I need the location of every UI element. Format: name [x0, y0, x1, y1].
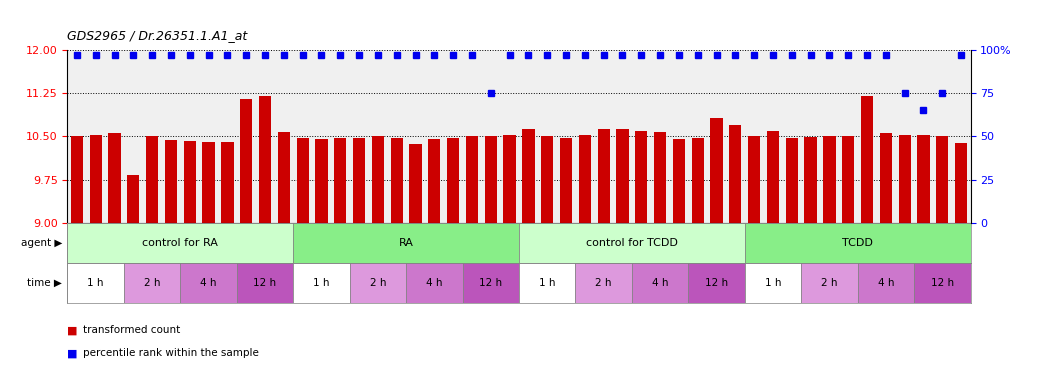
- Text: 4 h: 4 h: [426, 278, 442, 288]
- Bar: [519, 223, 745, 263]
- Bar: [237, 263, 294, 303]
- Bar: [575, 263, 632, 303]
- Bar: [258, 96, 271, 223]
- Bar: [635, 131, 648, 223]
- Text: TCDD: TCDD: [842, 238, 873, 248]
- Bar: [880, 133, 892, 223]
- Bar: [466, 136, 479, 223]
- Bar: [710, 118, 722, 223]
- Text: 12 h: 12 h: [931, 278, 954, 288]
- Bar: [108, 133, 120, 223]
- Bar: [181, 263, 237, 303]
- Text: 4 h: 4 h: [652, 278, 668, 288]
- Text: ■: ■: [67, 348, 78, 358]
- Text: 12 h: 12 h: [253, 278, 276, 288]
- Bar: [745, 263, 801, 303]
- Bar: [124, 263, 181, 303]
- Text: 1 h: 1 h: [765, 278, 782, 288]
- Text: 12 h: 12 h: [705, 278, 728, 288]
- Bar: [914, 263, 971, 303]
- Bar: [71, 136, 83, 223]
- Bar: [294, 263, 350, 303]
- Bar: [801, 263, 857, 303]
- Bar: [463, 263, 519, 303]
- Bar: [240, 99, 252, 223]
- Bar: [334, 138, 347, 223]
- Bar: [184, 141, 196, 223]
- Bar: [67, 223, 294, 263]
- Bar: [857, 263, 914, 303]
- Bar: [67, 263, 124, 303]
- Bar: [503, 135, 516, 223]
- Text: transformed count: transformed count: [83, 325, 181, 335]
- Bar: [128, 175, 139, 223]
- Text: agent ▶: agent ▶: [21, 238, 62, 248]
- Bar: [409, 144, 421, 223]
- Text: GDS2965 / Dr.26351.1.A1_at: GDS2965 / Dr.26351.1.A1_at: [67, 29, 248, 42]
- Text: 4 h: 4 h: [200, 278, 217, 288]
- Bar: [221, 142, 234, 223]
- Text: 2 h: 2 h: [821, 278, 838, 288]
- Bar: [632, 263, 688, 303]
- Text: control for TCDD: control for TCDD: [585, 238, 678, 248]
- Bar: [745, 223, 971, 263]
- Bar: [372, 136, 384, 223]
- Text: percentile rank within the sample: percentile rank within the sample: [83, 348, 258, 358]
- Bar: [353, 138, 365, 223]
- Bar: [522, 129, 535, 223]
- Bar: [804, 137, 817, 223]
- Text: time ▶: time ▶: [27, 278, 62, 288]
- Bar: [89, 135, 102, 223]
- Bar: [861, 96, 873, 223]
- Text: 2 h: 2 h: [144, 278, 161, 288]
- Bar: [918, 135, 930, 223]
- Text: ■: ■: [67, 325, 78, 335]
- Bar: [730, 125, 741, 223]
- Bar: [748, 136, 760, 223]
- Bar: [579, 135, 591, 223]
- Text: control for RA: control for RA: [142, 238, 218, 248]
- Text: 4 h: 4 h: [877, 278, 894, 288]
- Bar: [294, 223, 519, 263]
- Bar: [297, 138, 308, 223]
- Bar: [429, 139, 440, 223]
- Bar: [673, 139, 685, 223]
- Bar: [899, 135, 910, 223]
- Text: 2 h: 2 h: [596, 278, 612, 288]
- Bar: [447, 138, 459, 223]
- Bar: [278, 132, 290, 223]
- Bar: [688, 263, 745, 303]
- Bar: [617, 129, 629, 223]
- Bar: [350, 263, 406, 303]
- Bar: [691, 138, 704, 223]
- Bar: [842, 136, 854, 223]
- Bar: [767, 131, 780, 223]
- Bar: [165, 140, 177, 223]
- Bar: [406, 263, 463, 303]
- Bar: [519, 263, 575, 303]
- Bar: [786, 138, 798, 223]
- Bar: [202, 142, 215, 223]
- Bar: [485, 136, 497, 223]
- Bar: [559, 138, 572, 223]
- Bar: [654, 132, 666, 223]
- Text: 12 h: 12 h: [480, 278, 502, 288]
- Bar: [146, 136, 158, 223]
- Text: RA: RA: [399, 238, 413, 248]
- Bar: [541, 136, 553, 223]
- Text: 1 h: 1 h: [87, 278, 104, 288]
- Bar: [598, 129, 609, 223]
- Bar: [316, 139, 328, 223]
- Bar: [823, 136, 836, 223]
- Bar: [390, 138, 403, 223]
- Text: 1 h: 1 h: [313, 278, 330, 288]
- Bar: [955, 143, 967, 223]
- Text: 2 h: 2 h: [370, 278, 386, 288]
- Text: 1 h: 1 h: [539, 278, 555, 288]
- Bar: [936, 136, 949, 223]
